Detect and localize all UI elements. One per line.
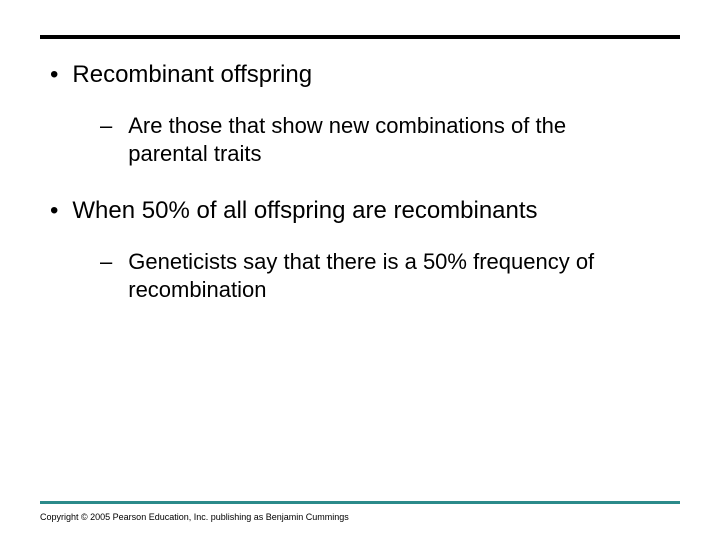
sub-bullet-marker: – bbox=[100, 112, 112, 140]
copyright-text: Copyright © 2005 Pearson Education, Inc.… bbox=[40, 512, 349, 522]
bullet-item: • Recombinant offspring bbox=[50, 60, 670, 90]
sub-bullet-text: Geneticists say that there is a 50% freq… bbox=[128, 248, 648, 304]
bullet-marker: • bbox=[50, 60, 58, 90]
bullet-marker: • bbox=[50, 196, 58, 226]
sub-bullet-item: – Are those that show new combinations o… bbox=[100, 112, 670, 168]
slide-content: • Recombinant offspring – Are those that… bbox=[50, 60, 670, 332]
sub-bullet-text: Are those that show new combinations of … bbox=[128, 112, 648, 168]
bottom-horizontal-rule bbox=[40, 501, 680, 504]
sub-bullet-marker: – bbox=[100, 248, 112, 276]
bullet-text: When 50% of all offspring are recombinan… bbox=[72, 196, 537, 226]
sub-bullet-item: – Geneticists say that there is a 50% fr… bbox=[100, 248, 670, 304]
bullet-text: Recombinant offspring bbox=[72, 60, 312, 90]
top-horizontal-rule bbox=[40, 35, 680, 39]
bullet-item: • When 50% of all offspring are recombin… bbox=[50, 196, 670, 226]
